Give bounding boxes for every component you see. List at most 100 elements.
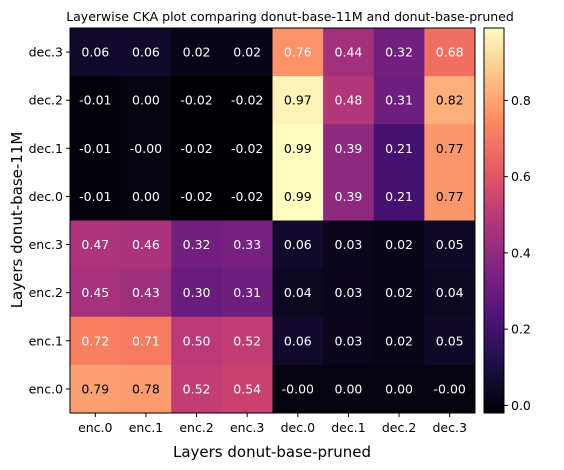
cell-value-label: 0.00: [132, 189, 160, 204]
heatmap-cell: [120, 28, 172, 77]
heatmap-cell: [120, 364, 172, 414]
heatmap-cell: [120, 124, 172, 173]
cell-value-label: -0.00: [434, 381, 466, 396]
cell-value-label: 0.43: [132, 285, 160, 300]
colorbar-tick-label: 0.2: [511, 322, 531, 337]
heatmap-cell: [424, 172, 476, 221]
heatmap-cell: [373, 220, 425, 270]
heatmap-cell: [171, 316, 223, 366]
heatmap-cell: [221, 124, 273, 173]
y-axis-ticks: dec.3 dec.2 dec.1 dec.0 enc.3 enc.2 enc.1 enc.0: [29, 45, 70, 396]
cell-value-label: 0.33: [233, 237, 261, 252]
cell-value-label: 0.82: [436, 93, 464, 108]
cell-value-label: 0.00: [385, 381, 413, 396]
cell-value-label: 0.02: [385, 333, 413, 348]
x-axis-ticks: enc.0 enc.1 enc.2 enc.3 dec.0 dec.1 dec.2 dec.3: [78, 413, 467, 435]
cell-value-label: 0.32: [385, 45, 413, 60]
heatmap-cell: [373, 76, 425, 125]
plot-frame: [69, 27, 476, 414]
cell-value-label: 0.99: [284, 141, 312, 156]
heatmap-cell: [70, 364, 122, 414]
heatmap-cell: [272, 316, 324, 366]
cell-value-label: -0.02: [231, 93, 263, 108]
cell-value-label: 0.02: [183, 45, 211, 60]
cell-value-label: 0.39: [335, 189, 363, 204]
cell-value-label: 0.76: [284, 45, 312, 60]
heatmap-cell: [171, 124, 223, 173]
cell-value-label: 0.02: [233, 45, 261, 60]
cell-value-label: 0.30: [183, 285, 211, 300]
cell-value-label: 0.45: [81, 285, 109, 300]
colorbar: [483, 27, 505, 414]
cell-value-label: 0.06: [81, 45, 109, 60]
heatmap-cell: [323, 124, 375, 173]
heatmap-cell: [424, 364, 476, 414]
heatmap-cell: [272, 76, 324, 125]
cell-value-label: -0.02: [231, 141, 263, 156]
heatmap-cell: [70, 316, 122, 366]
x-tick-label: dec.3: [432, 420, 466, 435]
heatmap-cell: [120, 172, 172, 221]
cell-value-label: 0.05: [436, 237, 464, 252]
heatmap-cell: [373, 124, 425, 173]
cell-value-label: 0.48: [335, 93, 363, 108]
cell-value-label: 0.44: [335, 45, 363, 60]
y-tick-label: dec.0: [29, 189, 63, 204]
y-tick-label: dec.1: [29, 141, 63, 156]
heatmap-cells: [70, 28, 476, 414]
cell-value-label: 0.06: [132, 45, 160, 60]
heatmap-cell: [171, 268, 223, 318]
x-tick-label: dec.0: [281, 420, 315, 435]
heatmap-cell: [272, 172, 324, 221]
heatmap-cell: [221, 316, 273, 366]
heatmap-cell-labels: 0.06 0.06 0.02 0.02 0.76 0.44 0.32 0.68 -0.01 0.0…: [79, 45, 466, 397]
cell-value-label: 0.00: [132, 93, 160, 108]
heatmap-cell: [171, 28, 223, 77]
x-tick-label: enc.1: [129, 420, 163, 435]
heatmap-cell: [70, 124, 122, 173]
heatmap-cell: [120, 316, 172, 366]
heatmap-cell: [70, 220, 122, 270]
cell-value-label: -0.01: [79, 141, 111, 156]
heatmap-cell: [424, 268, 476, 318]
cell-value-label: 0.32: [183, 237, 211, 252]
cell-value-label: 0.52: [183, 381, 211, 396]
heatmap-cell: [120, 76, 172, 125]
colorbar-tick-label: 0.0: [511, 398, 531, 413]
y-tick-label: enc.3: [29, 237, 63, 252]
heatmap-cell: [221, 172, 273, 221]
heatmap-cell: [171, 220, 223, 270]
cell-value-label: 0.50: [183, 333, 211, 348]
heatmap-cell: [272, 124, 324, 173]
heatmap-cell: [272, 268, 324, 318]
heatmap-cell: [120, 220, 172, 270]
heatmap-cell: [323, 364, 375, 414]
colorbar-tick-label: 0.8: [511, 93, 531, 108]
heatmap-cell: [70, 172, 122, 221]
heatmap-cell: [221, 220, 273, 270]
chart-title: Layerwise CKA plot comparing donut-base-…: [66, 9, 514, 24]
heatmap-cell: [424, 316, 476, 366]
x-tick-label: dec.1: [331, 420, 365, 435]
heatmap-cell: [323, 172, 375, 221]
heatmap-cell: [323, 316, 375, 366]
cell-value-label: 0.31: [385, 93, 413, 108]
cell-value-label: 0.97: [284, 93, 312, 108]
cell-value-label: 0.77: [436, 141, 464, 156]
heatmap-cell: [424, 28, 476, 77]
heatmap-cell: [323, 28, 375, 77]
heatmap-cell: [221, 28, 273, 77]
cell-value-label: 0.03: [335, 285, 363, 300]
cell-value-label: 0.00: [335, 381, 363, 396]
cell-value-label: -0.02: [180, 189, 212, 204]
cell-value-label: 0.31: [233, 285, 261, 300]
cell-value-label: 0.54: [233, 381, 261, 396]
cell-value-label: 0.05: [436, 333, 464, 348]
cell-value-label: 0.04: [436, 285, 464, 300]
x-tick-label: dec.2: [382, 420, 416, 435]
y-axis-label: Layers donut-base-11M: [8, 132, 26, 309]
y-tick-label: enc.0: [29, 381, 63, 396]
heatmap-cell: [373, 28, 425, 77]
cell-value-label: 0.03: [335, 237, 363, 252]
